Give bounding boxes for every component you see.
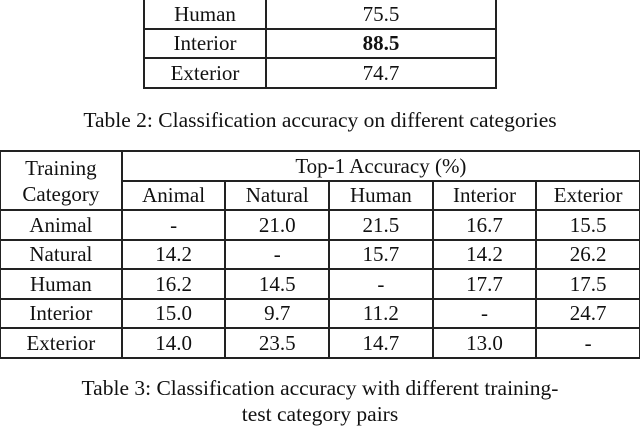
- column-header: Natural: [224, 179, 331, 211]
- table-cell: -: [328, 268, 434, 300]
- row-label: Animal: [0, 209, 123, 241]
- column-header: Interior: [431, 179, 538, 211]
- table-row: Interior 15.0 9.7 11.2-24.7: [0, 297, 640, 329]
- table-cell: 14.0: [120, 327, 227, 359]
- accuracy-cell: 88.5: [265, 27, 497, 59]
- table-cell: 16.2: [120, 268, 227, 300]
- table-cell: 23.5: [224, 327, 331, 359]
- table-cell: 24.7: [535, 297, 640, 329]
- accuracy-cell: 74.7: [265, 57, 497, 89]
- table-cell: 14.7: [328, 327, 434, 359]
- table-row: Human 16.2 14.5-17.7 17.5: [0, 268, 640, 300]
- accuracy-cell: 75.5: [265, 0, 497, 30]
- table-cell: -: [431, 297, 538, 329]
- table-cell: 13.0: [431, 327, 538, 359]
- row-label: Interior: [0, 297, 123, 329]
- row-label: Exterior: [0, 327, 123, 359]
- row-label: Natural: [0, 238, 123, 270]
- table-cell: 9.7: [224, 297, 331, 329]
- column-header: Human: [328, 179, 434, 211]
- table-row: Natural 14.2-15.7 14.2 26.2: [0, 238, 640, 270]
- table-row: Exterior 14.0 23.5 14.7 13.0-: [0, 327, 640, 359]
- category-cell: Exterior: [143, 57, 267, 89]
- table-cell: -: [120, 209, 227, 241]
- row-header-line1: Training: [25, 155, 97, 180]
- table-cell: -: [224, 238, 331, 270]
- row-header-line2: Category: [22, 181, 100, 206]
- column-header: Exterior: [535, 179, 640, 211]
- group-header: Top-1 Accuracy (%): [120, 150, 640, 182]
- category-cell: Interior: [143, 27, 267, 59]
- table-cell: 15.7: [328, 238, 434, 270]
- table-cell: 15.0: [120, 297, 227, 329]
- table-cell: 21.5: [328, 209, 434, 241]
- table-row: Animal -21.0 21.5 16.7 15.5: [0, 209, 640, 241]
- row-header-cell: Training Category: [0, 150, 123, 211]
- table-row: Exterior 74.7: [143, 57, 497, 89]
- table-cell: 26.2: [535, 238, 640, 270]
- table-2-caption: Table 2: Classification accuracy on diff…: [83, 108, 557, 132]
- column-header-row: Animal Natural Human Interior Exterior: [0, 179, 640, 211]
- table-cell: 15.5: [535, 209, 640, 241]
- table-cell: 11.2: [328, 297, 434, 329]
- column-header: Animal: [120, 179, 227, 211]
- table-cell: 14.2: [120, 238, 227, 270]
- table-header-row: Training Category Top-1 Accuracy (%): [0, 150, 640, 211]
- table-row: Human 75.5: [143, 0, 497, 30]
- table-cell: 14.2: [431, 238, 538, 270]
- table-row: Interior 88.5: [143, 27, 497, 59]
- table-cell: 21.0: [224, 209, 331, 241]
- table-cell: 14.5: [224, 268, 331, 300]
- table-cell: 16.7: [431, 209, 538, 241]
- table-3: Training Category Top-1 Accuracy (%) Ani…: [0, 150, 640, 359]
- table-cell: 17.5: [535, 268, 640, 300]
- table-cell: -: [535, 327, 640, 359]
- table-3-caption-line2: test category pairs: [241, 402, 399, 426]
- row-label: Human: [0, 268, 123, 300]
- category-cell: Human: [143, 0, 267, 30]
- table-cell: 17.7: [431, 268, 538, 300]
- table-2: Human 75.5 Interior 88.5 Exterior 74.7: [143, 0, 497, 89]
- table-3-caption-line1: Table 3: Classification accuracy with di…: [81, 376, 559, 400]
